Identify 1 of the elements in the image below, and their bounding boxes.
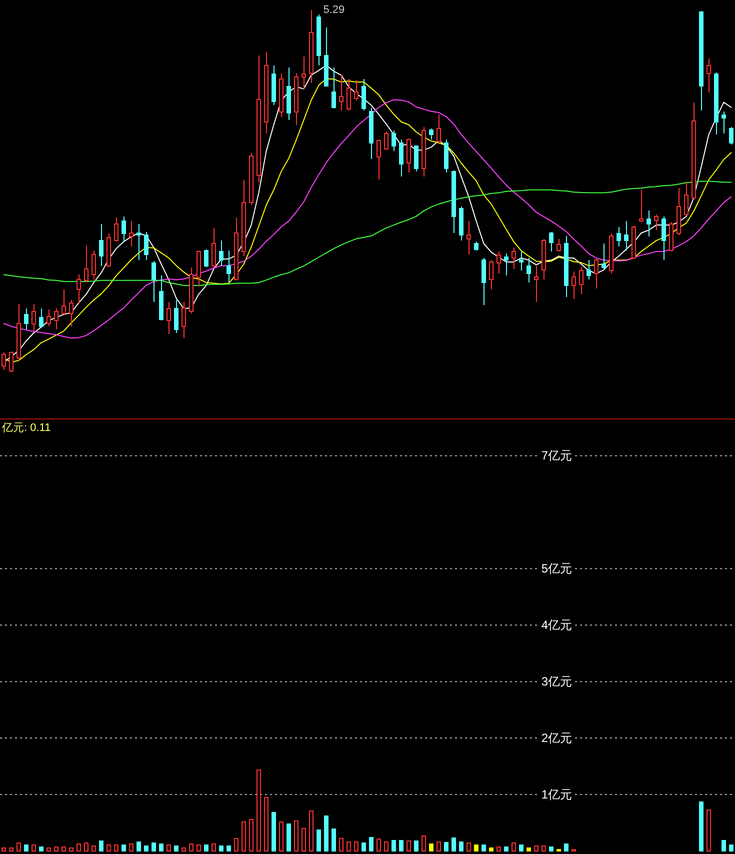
annotation: 5.29 bbox=[323, 4, 345, 16]
